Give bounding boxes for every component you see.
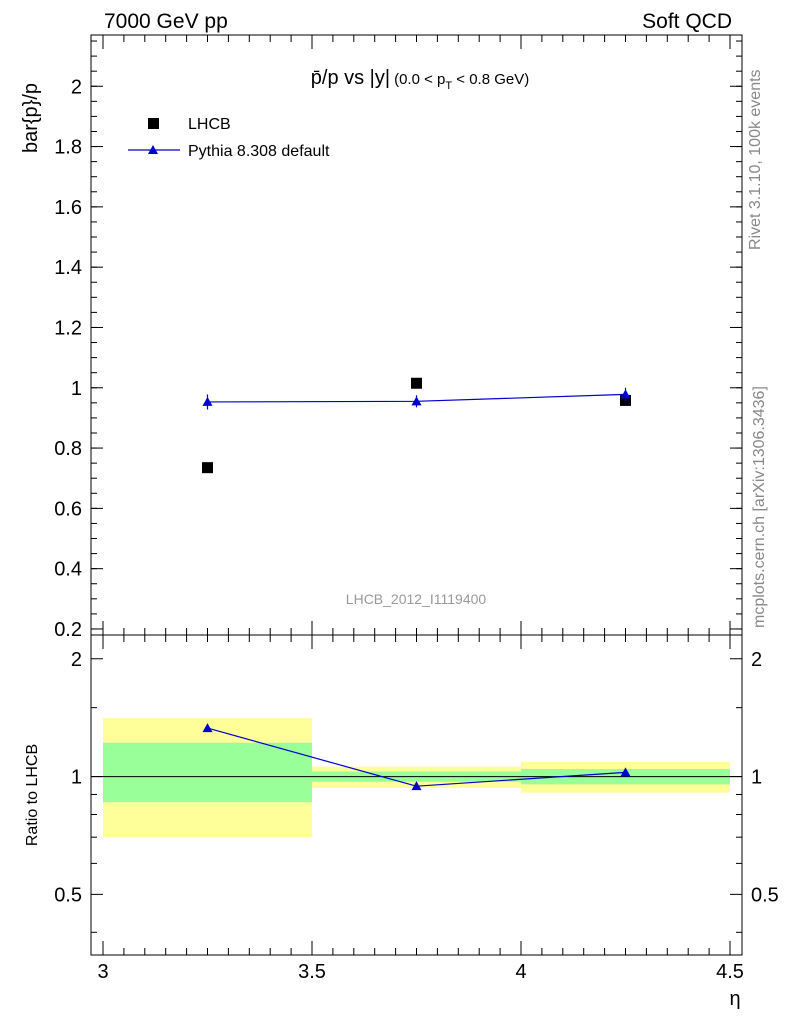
x-tick-label: 4.5 [716, 961, 744, 983]
x-tick-label: 4 [515, 961, 526, 983]
pythia-point [202, 396, 213, 406]
ratio-pythia-point [411, 781, 422, 791]
header-left: 7000 GeV pp [104, 10, 228, 33]
header-right: Soft QCD [642, 10, 732, 33]
x-tick-label: 3.5 [298, 961, 326, 983]
ratio-y-axis-label: Ratio to LHCB [24, 744, 41, 846]
source-label: mcplots.cern.ch [arXiv:1306.3436] [751, 386, 768, 628]
main-y-tick-label: 1.4 [54, 257, 82, 279]
ratio-pythia-point [620, 767, 631, 777]
pythia-point [411, 396, 422, 406]
main-y-tick-label: 0.4 [54, 559, 82, 581]
ratio-y-tick-label-right: 1 [751, 767, 762, 789]
ratio-y-ticks: 0.5 0.5 1 1 2 2 [54, 649, 779, 933]
main-data-marks [202, 377, 631, 474]
pythia-point [620, 389, 631, 399]
lhcb-point [202, 462, 213, 474]
main-y-tick-label: 0.6 [54, 498, 82, 520]
main-y-tick-label: 0.8 [54, 438, 82, 460]
main-y-tick-label: 1.6 [54, 197, 82, 219]
ratio-x-ticks: 3 3.5 4 4.5 [97, 635, 744, 983]
legend-data-marker [148, 118, 159, 129]
main-y-tick-label: 0.2 [54, 619, 82, 641]
x-axis-label: η [729, 988, 740, 1010]
lhcb-point [411, 377, 422, 389]
rivet-version-label: Rivet 3.1.10, 100k events [747, 69, 764, 250]
legend-mc-label: Pythia 8.308 default [188, 143, 330, 160]
ratio-y-tick-label: 1 [71, 767, 82, 789]
main-y-tick-label: 2 [71, 76, 82, 98]
legend-data-label: LHCB [188, 116, 231, 133]
analysis-watermark: LHCB_2012_I1119400 [346, 591, 487, 607]
main-title: p̄/p vs |y| (0.0 < pT < 0.8 GeV) [311, 67, 529, 92]
main-y-ticks: 0.2 0.4 0.6 0.8 1 1.2 1.4 1.6 1.8 2 [54, 40, 742, 641]
ratio-uncertainty-bands [91, 718, 742, 838]
ratio-y-tick-label: 2 [71, 649, 82, 671]
main-y-tick-label: 1 [71, 378, 82, 400]
main-y-tick-label: 1.2 [54, 317, 82, 339]
main-y-tick-label: 1.8 [54, 137, 82, 159]
main-y-axis-label: bar{p}/p [20, 83, 42, 153]
x-tick-label: 3 [97, 961, 108, 983]
legend-mc-marker [148, 145, 158, 154]
ratio-pythia-point [202, 723, 213, 733]
ratio-y-tick-label-right: 2 [751, 649, 762, 671]
ratio-inner-band [103, 742, 312, 803]
main-x-ticks [102, 35, 731, 635]
ratio-y-tick-label-right: 0.5 [751, 884, 779, 906]
ratio-data-marks [202, 723, 631, 791]
ratio-y-tick-label: 0.5 [54, 884, 82, 906]
